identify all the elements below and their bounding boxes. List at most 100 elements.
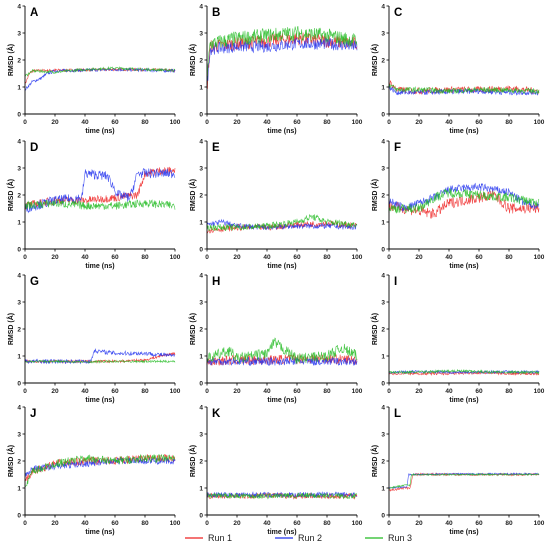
y-tick-label: 4 [199, 404, 203, 411]
x-tick-label: 100 [534, 388, 545, 395]
x-tick-label: 0 [23, 520, 27, 527]
y-tick-label: 4 [381, 3, 385, 10]
series-run-2-line [206, 218, 358, 231]
y-tick-label: 3 [17, 165, 21, 172]
series-run-3-line [206, 214, 358, 232]
y-tick-label: 1 [381, 485, 385, 492]
x-tick-label: 100 [352, 520, 363, 527]
x-axis-label: time (ns) [267, 397, 296, 404]
x-tick-label: 20 [415, 520, 423, 527]
y-tick-label: 2 [199, 458, 203, 465]
x-axis-label: time (ns) [449, 529, 478, 536]
y-tick-label: 3 [17, 431, 21, 438]
x-tick-label: 0 [205, 119, 209, 126]
y-tick-label: 1 [17, 485, 21, 492]
x-tick-label: 100 [170, 254, 181, 261]
legend-item-run-1: Run 1 [185, 533, 232, 543]
x-tick-label: 80 [141, 119, 149, 126]
x-tick-label: 80 [323, 254, 331, 261]
y-tick-label: 3 [381, 299, 385, 306]
y-tick-label: 0 [199, 246, 203, 253]
legend-label: Run 2 [298, 533, 322, 543]
y-tick-label: 0 [381, 512, 385, 519]
series-run-3-line [206, 26, 358, 85]
x-tick-label: 80 [141, 254, 149, 261]
y-tick-label: 3 [381, 30, 385, 37]
x-axis-label: time (ns) [267, 529, 296, 536]
x-tick-label: 40 [81, 254, 89, 261]
series-run-2-line [24, 167, 176, 214]
y-tick-label: 0 [199, 380, 203, 387]
series-run-3-line [388, 368, 540, 375]
y-tick-label: 1 [199, 353, 203, 360]
x-tick-label: 20 [415, 254, 423, 261]
x-tick-label: 20 [415, 388, 423, 395]
y-axis-label: RMSD (Å) [370, 179, 379, 211]
x-tick-label: 40 [445, 388, 453, 395]
y-tick-label: 2 [17, 326, 21, 333]
panel-letter: F [394, 142, 401, 154]
y-tick-label: 3 [381, 165, 385, 172]
y-tick-label: 1 [199, 84, 203, 91]
y-axis-label: RMSD (Å) [188, 313, 197, 345]
y-tick-label: 1 [199, 485, 203, 492]
y-tick-label: 3 [199, 165, 203, 172]
x-tick-label: 60 [475, 388, 483, 395]
x-tick-label: 80 [141, 388, 149, 395]
series-run-3-line [24, 66, 176, 77]
x-tick-label: 60 [111, 520, 119, 527]
x-axis-label: time (ns) [267, 263, 296, 270]
x-axis-label: time (ns) [449, 263, 478, 270]
x-tick-label: 60 [475, 254, 483, 261]
series-run-1-line [206, 353, 358, 366]
x-tick-label: 80 [505, 520, 513, 527]
x-axis-label: time (ns) [85, 128, 114, 135]
x-tick-label: 0 [205, 388, 209, 395]
x-tick-label: 100 [534, 119, 545, 126]
y-tick-label: 0 [381, 380, 385, 387]
y-axis-label: RMSD (Å) [370, 445, 379, 477]
x-tick-label: 60 [475, 119, 483, 126]
x-tick-label: 100 [352, 119, 363, 126]
panel-letter: K [212, 408, 221, 420]
x-axis-label: time (ns) [449, 397, 478, 404]
x-tick-label: 40 [445, 119, 453, 126]
y-axis-label: RMSD (Å) [188, 179, 197, 211]
series-run-3-line [388, 188, 540, 214]
x-tick-label: 80 [323, 388, 331, 395]
y-tick-label: 1 [17, 353, 21, 360]
panel-letter: J [30, 408, 36, 420]
y-tick-label: 0 [199, 512, 203, 519]
x-tick-label: 40 [81, 520, 89, 527]
x-tick-label: 80 [323, 520, 331, 527]
x-tick-label: 40 [263, 388, 271, 395]
y-tick-label: 2 [381, 458, 385, 465]
x-tick-label: 0 [205, 520, 209, 527]
series-run-3-line [206, 492, 358, 500]
y-tick-label: 4 [381, 404, 385, 411]
legend: Run 1 Run 2 Run 3 [185, 533, 412, 543]
x-tick-label: 20 [233, 119, 241, 126]
y-tick-label: 3 [199, 30, 203, 37]
x-tick-label: 20 [51, 254, 59, 261]
y-tick-label: 2 [17, 57, 21, 64]
series-run-3-line [24, 359, 176, 364]
x-tick-label: 100 [534, 254, 545, 261]
y-axis-label: RMSD (Å) [370, 313, 379, 345]
y-tick-label: 0 [199, 111, 203, 118]
x-tick-label: 60 [293, 520, 301, 527]
panel-letter: H [212, 276, 220, 288]
x-tick-label: 100 [170, 119, 181, 126]
x-tick-label: 20 [51, 119, 59, 126]
panel-letter: B [212, 7, 220, 19]
x-tick-label: 40 [445, 254, 453, 261]
